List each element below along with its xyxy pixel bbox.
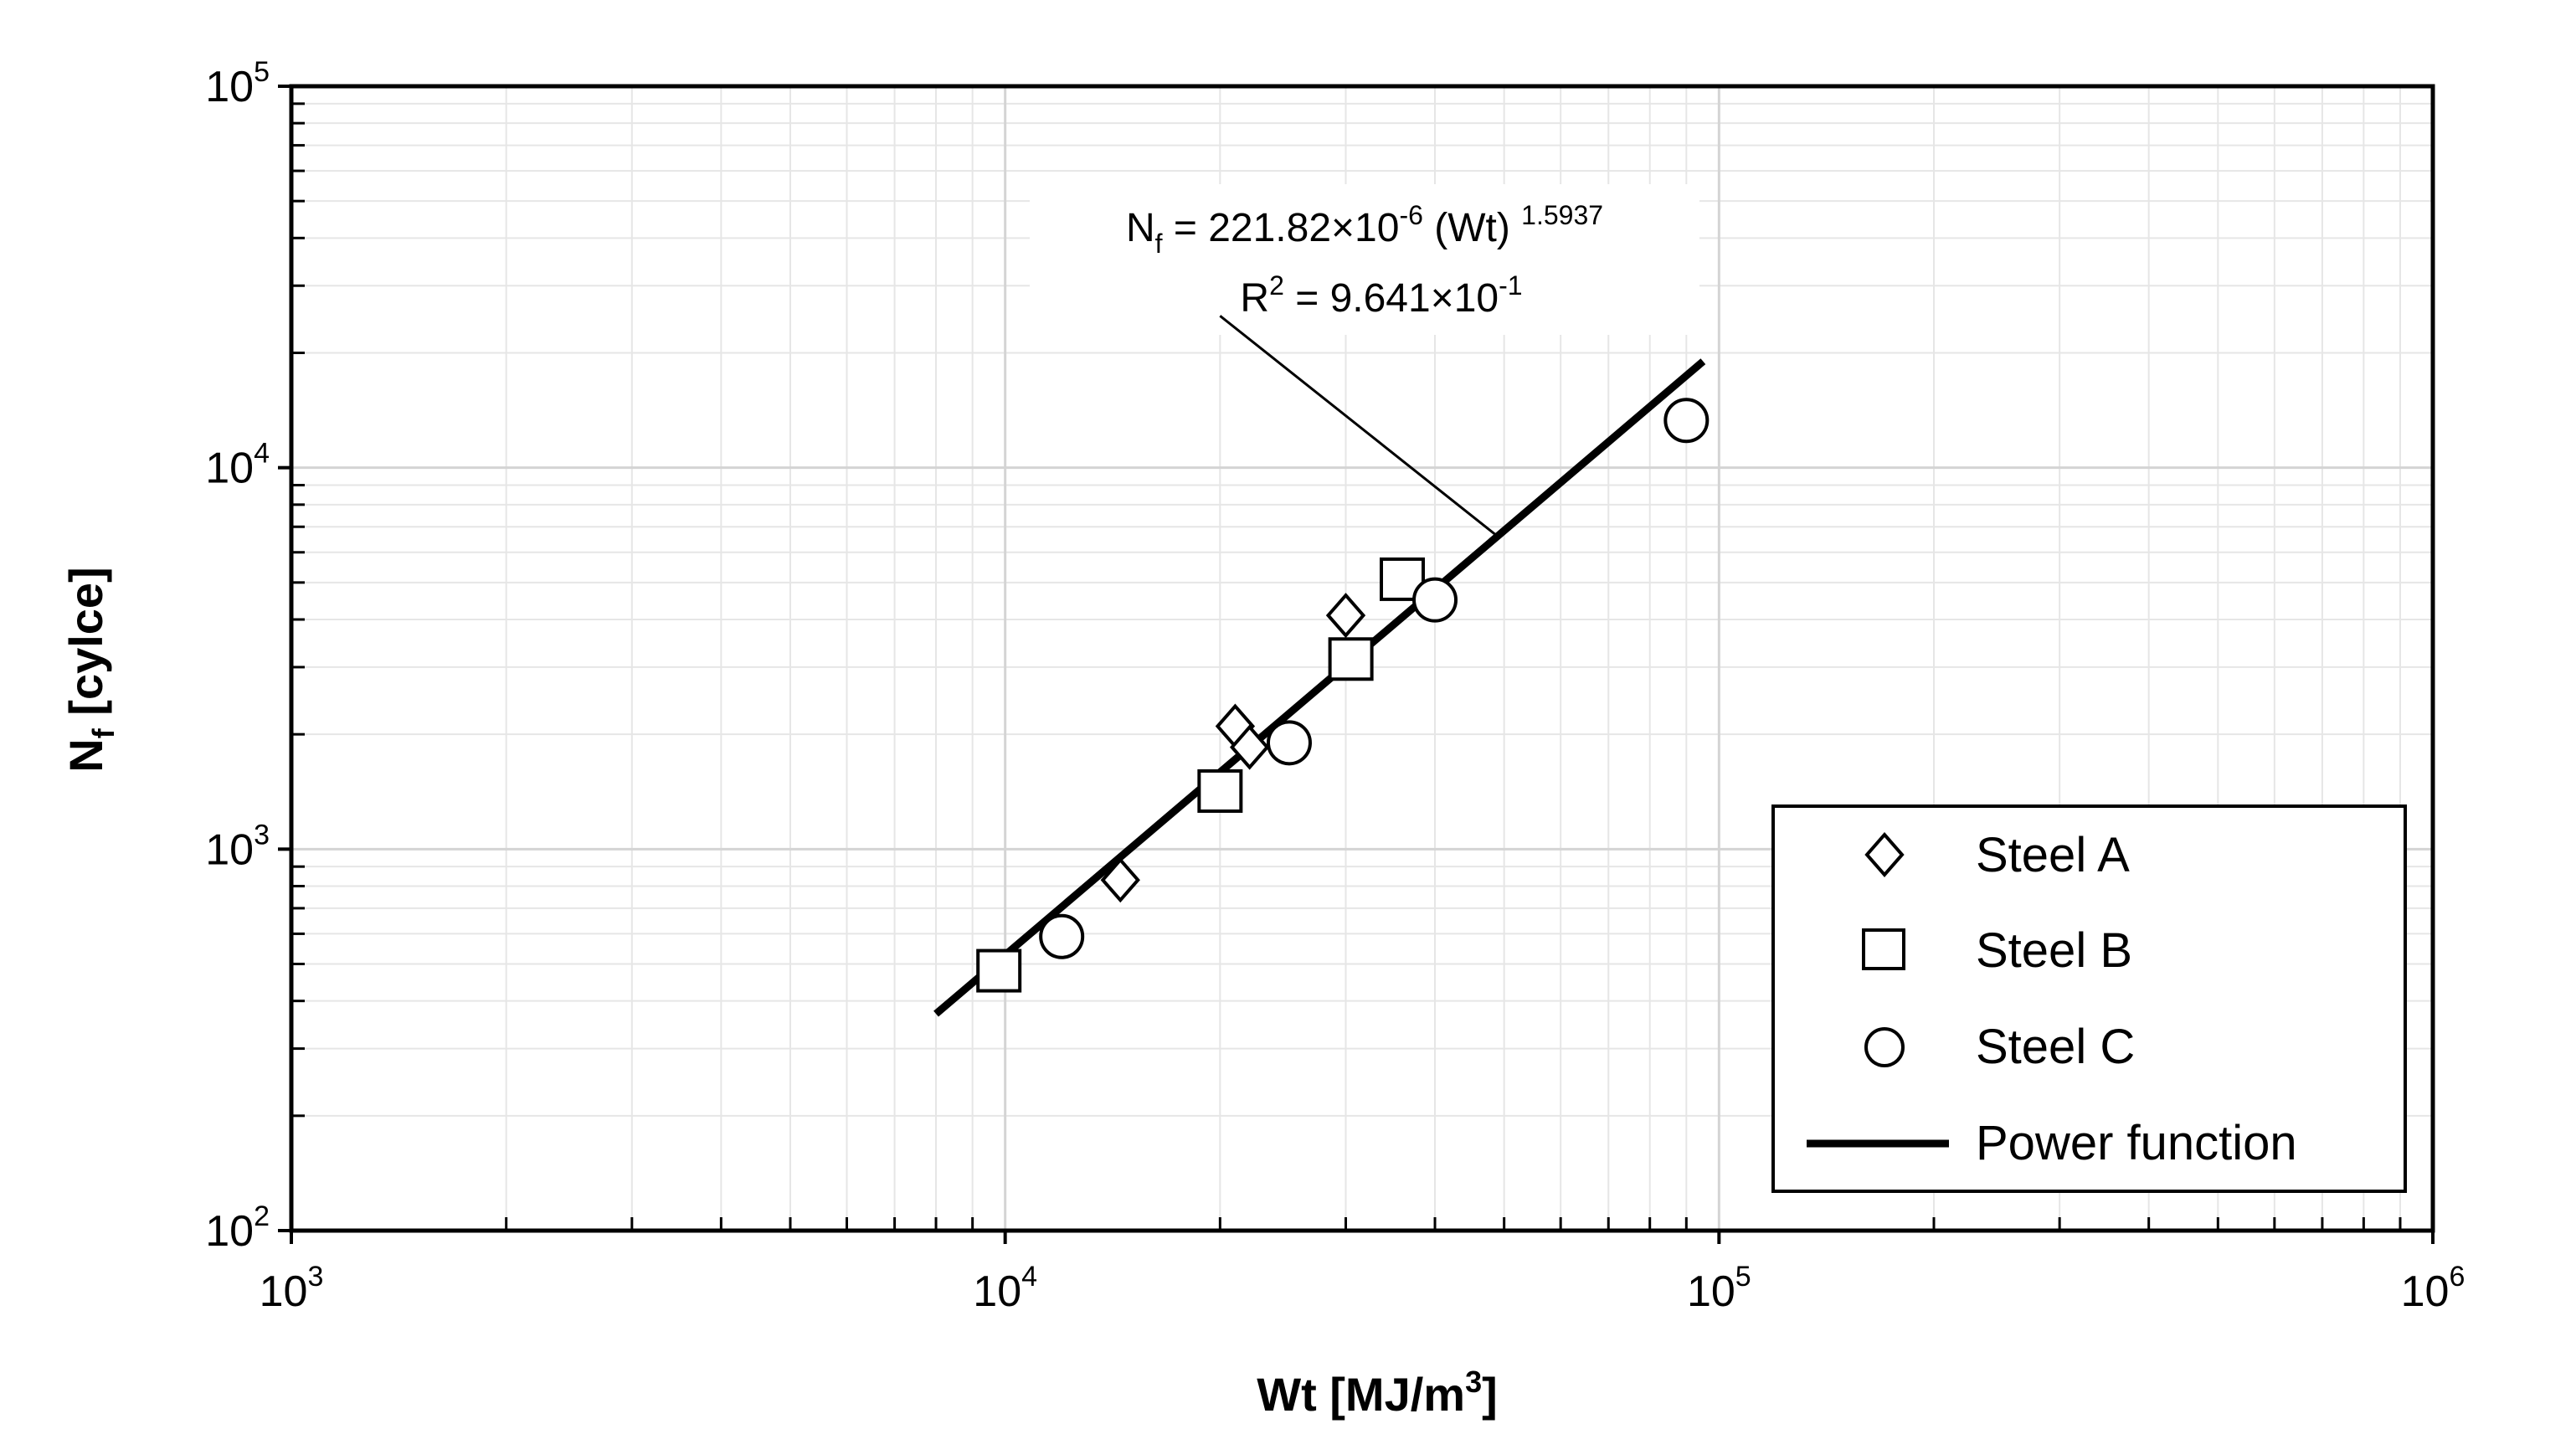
power-function-line	[933, 358, 1706, 1017]
steel-a-point	[1100, 857, 1140, 903]
steel-a-point	[1325, 593, 1366, 639]
fit-equation: Nf = 221.82×10-6 (Wt) 1.5937	[1126, 200, 1603, 259]
y-tick-label: 104	[205, 438, 270, 493]
y-axis-title: Nf [cylce]	[59, 567, 121, 772]
x-axis-title: Wt [MJ/m3]	[1257, 1365, 1498, 1421]
x-tick-label: 103	[260, 1261, 324, 1316]
plot-frame	[289, 84, 2435, 1233]
legend-label-power-function: Power function	[1976, 1116, 2297, 1170]
steel-b-point	[1328, 637, 1374, 681]
fit-annotation: Nf = 221.82×10-6 (Wt) 1.5937 R2 = 9.641×…	[1030, 184, 1699, 335]
steel-c-point	[1039, 913, 1085, 959]
x-tick-labels: 103 104 105 106	[260, 1261, 2465, 1316]
steel-b-point	[976, 948, 1022, 993]
y-tick-label: 102	[205, 1200, 270, 1256]
steel-b-point	[1197, 768, 1243, 813]
legend-marker-steel-c	[1864, 1027, 1905, 1067]
legend-label-steel-c: Steel C	[1976, 1020, 2135, 1074]
steel-a-point	[1229, 724, 1270, 770]
fit-r-squared: R2 = 9.641×10-1	[1240, 270, 1522, 321]
y-tick-label: 103	[205, 819, 270, 874]
y-tick-label: 105	[205, 56, 270, 111]
legend-marker-steel-b	[1862, 928, 1905, 970]
axis-ticks	[278, 85, 2435, 1244]
annotation-pointer-line	[1219, 315, 1499, 538]
steel-c-point	[1412, 577, 1458, 623]
x-tick-label: 104	[973, 1261, 1037, 1316]
x-tick-label: 105	[1687, 1261, 1751, 1316]
legend-label-steel-b: Steel B	[1976, 923, 2132, 978]
x-tick-label: 106	[2401, 1261, 2465, 1316]
steel-c-point	[1266, 720, 1312, 766]
legend-marker-steel-a	[1864, 831, 1905, 878]
legend-label-steel-a: Steel A	[1976, 828, 2130, 882]
y-tick-labels: 102 103 104 105	[205, 56, 270, 1256]
data-layer	[933, 358, 1710, 1017]
steel-c-point	[1663, 398, 1710, 444]
legend: Steel A Steel B Steel C Power function	[1771, 804, 2407, 1193]
